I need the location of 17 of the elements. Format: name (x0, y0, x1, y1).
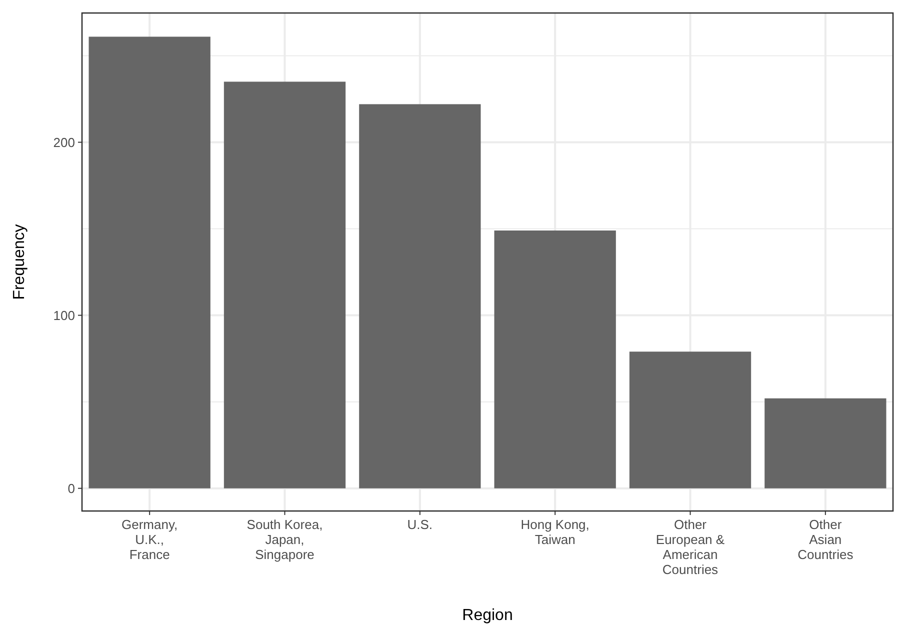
y-axis-title: Frequency (11, 224, 28, 300)
x-tick-label: Germany, U.K., France (122, 517, 178, 562)
x-tick-label: U.S. (407, 517, 433, 532)
x-axis-title: Region (462, 607, 513, 624)
bar (629, 352, 752, 488)
bar (764, 398, 886, 488)
y-tick-label: 100 (53, 308, 75, 323)
bar (359, 104, 481, 488)
bar (224, 82, 346, 488)
x-tick-label: Hong Kong, Taiwan (520, 517, 590, 547)
y-tick-label: 200 (53, 134, 75, 150)
y-tick-label: 0 (68, 480, 75, 496)
x-tick-label: South Korea, Japan, Singapore (246, 517, 323, 562)
bar (88, 36, 210, 488)
x-tick-label: Other European & American Countries (656, 517, 725, 577)
x-tick-label: Other Asian Countries (798, 517, 854, 562)
bar (494, 230, 616, 488)
